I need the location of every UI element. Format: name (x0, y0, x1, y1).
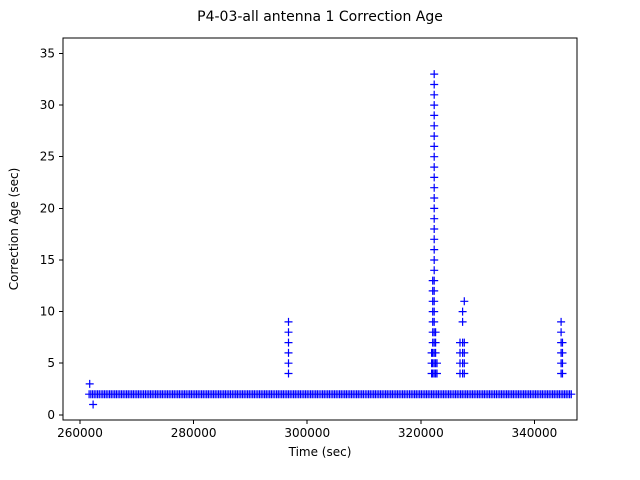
x-tick-label: 300000 (284, 426, 330, 440)
y-tick-label: 30 (40, 98, 55, 112)
y-tick-label: 20 (40, 201, 55, 215)
y-tick-label: 15 (40, 253, 55, 267)
x-tick-label: 340000 (511, 426, 557, 440)
x-axis-label: Time (sec) (288, 445, 352, 459)
x-tick-label: 320000 (398, 426, 444, 440)
y-tick-label: 10 (40, 305, 55, 319)
plot-border (62, 37, 578, 421)
x-tick-label: 280000 (171, 426, 217, 440)
y-tick-label: 35 (40, 46, 55, 60)
x-tick-label: 260000 (57, 426, 103, 440)
y-axis-label: Correction Age (sec) (7, 167, 21, 291)
y-tick-label: 25 (40, 150, 55, 164)
scatter-points (85, 70, 576, 409)
y-tick-label: 5 (47, 356, 55, 370)
chart-title: P4-03-all antenna 1 Correction Age (197, 9, 443, 25)
y-tick-label: 0 (47, 408, 55, 422)
